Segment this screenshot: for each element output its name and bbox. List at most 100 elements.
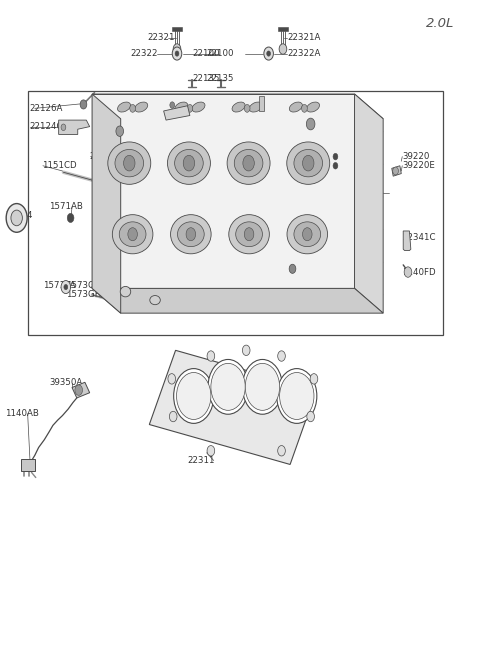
Circle shape (80, 100, 87, 109)
Polygon shape (355, 94, 383, 313)
Ellipse shape (234, 149, 263, 177)
Circle shape (267, 51, 271, 56)
Circle shape (244, 104, 250, 112)
Circle shape (11, 210, 23, 226)
Circle shape (116, 126, 123, 136)
Circle shape (175, 51, 179, 56)
Text: 1573GC: 1573GC (336, 152, 370, 161)
Circle shape (211, 364, 245, 410)
Ellipse shape (175, 102, 188, 112)
Polygon shape (92, 288, 383, 313)
Ellipse shape (108, 142, 151, 184)
Circle shape (130, 104, 135, 112)
Circle shape (186, 228, 196, 241)
Text: 39220E: 39220E (402, 161, 435, 170)
Text: 22124C: 22124C (29, 122, 62, 131)
Polygon shape (92, 94, 355, 288)
Ellipse shape (289, 102, 302, 112)
Text: 22321A: 22321A (288, 33, 321, 43)
Polygon shape (392, 166, 401, 176)
Circle shape (278, 445, 285, 456)
Text: 1601DG: 1601DG (269, 168, 304, 177)
Circle shape (277, 369, 317, 423)
Ellipse shape (120, 286, 131, 297)
Ellipse shape (192, 102, 205, 112)
Circle shape (123, 155, 135, 171)
Circle shape (207, 445, 215, 456)
Text: 22135: 22135 (206, 74, 234, 83)
Circle shape (244, 228, 254, 241)
Ellipse shape (249, 102, 262, 112)
Circle shape (170, 102, 175, 108)
Ellipse shape (178, 222, 204, 247)
Circle shape (177, 373, 211, 419)
Circle shape (404, 267, 412, 277)
Text: 22127B: 22127B (307, 122, 340, 131)
Text: 22114A: 22114A (90, 152, 123, 161)
Circle shape (75, 385, 83, 396)
Circle shape (61, 280, 71, 293)
Polygon shape (72, 383, 90, 398)
Ellipse shape (112, 215, 153, 253)
Text: 22100: 22100 (206, 49, 234, 58)
Text: 39220: 39220 (402, 152, 430, 161)
Polygon shape (278, 28, 288, 31)
Text: 22131: 22131 (274, 261, 301, 270)
Ellipse shape (294, 222, 321, 247)
Text: 1571AB: 1571AB (49, 202, 83, 212)
Ellipse shape (227, 142, 270, 184)
Polygon shape (403, 231, 411, 251)
Circle shape (64, 284, 68, 290)
Text: 22100: 22100 (193, 49, 220, 58)
Text: 1571TA: 1571TA (43, 280, 76, 290)
Circle shape (264, 47, 274, 60)
Text: 1601DH: 1601DH (278, 285, 313, 294)
Text: 22322: 22322 (130, 49, 158, 58)
Polygon shape (149, 350, 316, 464)
Ellipse shape (307, 102, 320, 112)
Ellipse shape (168, 142, 210, 184)
Text: 22311: 22311 (188, 456, 215, 465)
Circle shape (306, 118, 315, 130)
Circle shape (278, 351, 285, 362)
Text: 22341C: 22341C (402, 233, 436, 242)
Polygon shape (22, 459, 35, 471)
Text: 22113A: 22113A (144, 300, 177, 309)
Ellipse shape (229, 215, 269, 253)
Circle shape (279, 44, 287, 54)
Circle shape (6, 204, 27, 233)
Text: 1140AB: 1140AB (5, 409, 39, 418)
Text: 22115A: 22115A (271, 104, 304, 113)
Ellipse shape (119, 222, 146, 247)
Circle shape (289, 264, 296, 273)
Ellipse shape (135, 102, 148, 112)
Polygon shape (92, 94, 120, 313)
Text: 2.0L: 2.0L (426, 17, 455, 30)
Text: 1573GH: 1573GH (66, 290, 101, 299)
Circle shape (302, 228, 312, 241)
Circle shape (61, 124, 66, 130)
Text: 22144: 22144 (5, 211, 33, 220)
Text: 1573JE: 1573JE (140, 140, 170, 149)
Bar (28, 91, 443, 335)
Circle shape (243, 155, 254, 171)
Circle shape (67, 214, 74, 223)
Text: 22321: 22321 (147, 33, 174, 43)
Ellipse shape (115, 149, 144, 177)
Ellipse shape (150, 295, 160, 305)
Text: 22322A: 22322A (288, 49, 321, 58)
Text: 22135: 22135 (193, 74, 220, 83)
Polygon shape (172, 28, 182, 31)
Text: 1573JK: 1573JK (336, 161, 366, 170)
Ellipse shape (287, 215, 327, 253)
Circle shape (302, 155, 314, 171)
Circle shape (242, 345, 250, 356)
Text: 22129: 22129 (171, 104, 198, 113)
Circle shape (128, 228, 137, 241)
Text: 1151CD: 1151CD (42, 161, 77, 170)
Circle shape (183, 155, 195, 171)
Text: 22112A: 22112A (110, 290, 144, 299)
Circle shape (301, 104, 307, 112)
Ellipse shape (294, 149, 323, 177)
Circle shape (333, 153, 338, 160)
